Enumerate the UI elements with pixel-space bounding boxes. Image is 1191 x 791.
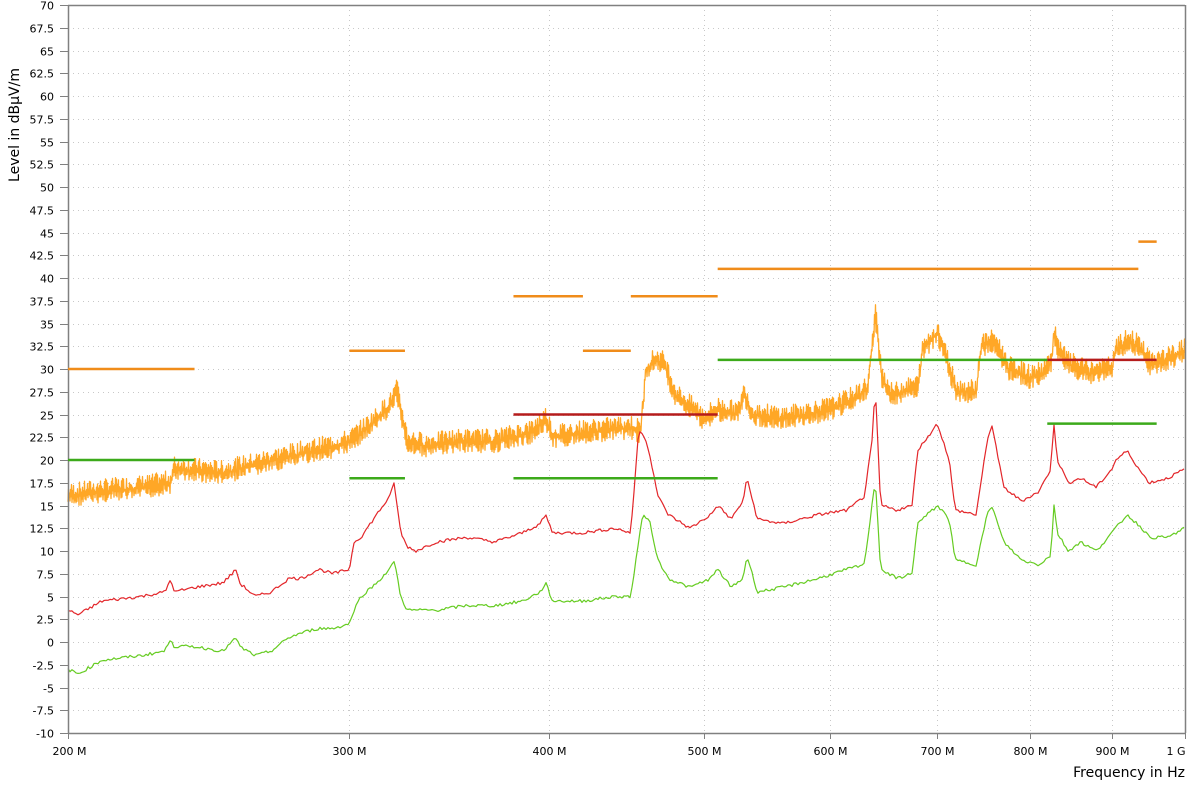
y-tick-label: -5 (43, 683, 54, 696)
y-tick-label: 32.5 (30, 341, 55, 354)
y-tick-label: 30 (40, 364, 54, 377)
y-axis-title: Level in dBµV/m (7, 68, 23, 182)
x-tick-label: 500 M (688, 745, 722, 758)
y-tick-label: 42.5 (30, 250, 55, 263)
y-tick-label: 40 (40, 273, 54, 286)
x-tick-label: 700 M (921, 745, 955, 758)
y-tick-label: -2.5 (33, 660, 54, 673)
y-tick-label: -10 (36, 728, 54, 741)
limit-lines (68, 240, 1157, 480)
x-tick-label: 300 M (333, 745, 367, 758)
y-tick-label: 27.5 (30, 387, 55, 400)
x-axis-ticks: 200 M 300 M 400 M 500 M 600 M 700 M 800 M 900 M… (53, 733, 1186, 758)
y-tick-label: 37.5 (30, 296, 55, 309)
y-tick-label: 15 (40, 501, 54, 514)
y-tick-label: 17.5 (30, 478, 55, 491)
y-tick-label: 52.5 (30, 159, 55, 172)
measurement-traces (67, 304, 1187, 675)
y-tick-label: 50 (40, 182, 54, 195)
y-axis-ticks: 7067.56562.56057.55552.55047.54542.54037… (30, 0, 68, 741)
x-tick-label: 900 M (1096, 745, 1130, 758)
x-axis-title: Frequency in Hz (1073, 765, 1185, 781)
y-tick-label: 22.5 (30, 432, 55, 445)
y-tick-label: 12.5 (30, 523, 55, 536)
y-tick-label: 47.5 (30, 205, 55, 218)
trace-average (67, 489, 1185, 675)
y-tick-label: 10 (40, 546, 54, 559)
y-tick-label: 55 (40, 137, 54, 150)
x-tick-label: 800 M (1014, 745, 1048, 758)
x-tick-label: 600 M (814, 745, 848, 758)
y-tick-label: 20 (40, 455, 54, 468)
y-tick-label: 57.5 (30, 114, 55, 127)
trace-quasi-peak (67, 402, 1185, 616)
y-tick-label: 7.5 (37, 569, 55, 582)
y-tick-label: 45 (40, 228, 54, 241)
y-tick-label: 0 (47, 637, 54, 650)
y-tick-label: 2.5 (37, 614, 55, 627)
x-tick-label: 200 M (53, 745, 87, 758)
trace-peak-max-hold- (67, 304, 1187, 506)
y-tick-label: 70 (40, 0, 54, 13)
y-tick-label: 67.5 (30, 23, 55, 36)
y-tick-label: 65 (40, 46, 54, 59)
grid-lines (68, 5, 1185, 733)
y-tick-label: 62.5 (30, 68, 55, 81)
y-tick-label: -7.5 (33, 705, 54, 718)
x-tick-label: 1 G (1166, 745, 1185, 758)
y-tick-label: 60 (40, 91, 54, 104)
y-tick-label: 5 (47, 592, 54, 605)
y-tick-label: 25 (40, 410, 54, 423)
y-tick-label: 35 (40, 319, 54, 332)
x-tick-label: 400 M (533, 745, 567, 758)
